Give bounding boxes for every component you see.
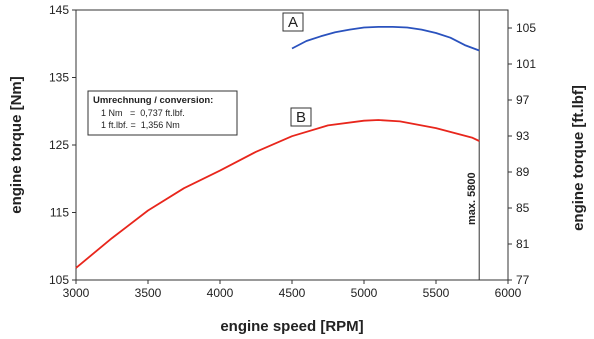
series-line-b <box>75 119 480 269</box>
y-tick-label: 115 <box>50 206 69 220</box>
y-tick-label: 105 <box>49 273 69 287</box>
series-b-label: B <box>296 109 306 126</box>
y2-tick-label: 77 <box>516 273 530 287</box>
y2-tick-label: 89 <box>516 165 530 179</box>
y-tick-label: 145 <box>49 3 69 17</box>
y2-tick-label: 101 <box>516 57 536 71</box>
y2-tick-label: 97 <box>516 93 530 107</box>
x-tick-label: 4000 <box>207 286 234 300</box>
y2-tick-label: 93 <box>516 129 530 143</box>
y2-axis-title: engine torque [ft.lbf] <box>570 85 587 231</box>
conversion-title: Umrechnung / conversion: <box>93 95 213 106</box>
series-a-label-box: A <box>282 12 304 32</box>
x-tick-label: 3500 <box>135 286 162 300</box>
y-axis-ticks: 105 115 125 135 145 <box>49 3 76 287</box>
max-rpm-label: max. 5800 <box>466 172 478 225</box>
y2-tick-label: 105 <box>516 21 536 35</box>
y-tick-label: 135 <box>49 71 69 85</box>
x-tick-label: 5500 <box>423 286 450 300</box>
x-tick-label: 6000 <box>495 286 522 300</box>
x-axis-title: engine speed [RPM] <box>220 318 363 335</box>
series-a-label: A <box>288 14 298 31</box>
x-tick-label: 5000 <box>351 286 378 300</box>
x-axis-ticks: 3000 3500 4000 4500 5000 5500 6000 <box>63 280 522 300</box>
series-layer <box>75 26 480 269</box>
conversion-line-1: 1 Nm = 0,737 ft.lbf. <box>101 108 185 118</box>
x-tick-label: 3000 <box>63 286 90 300</box>
y-axis-title: engine torque [Nm] <box>8 76 25 214</box>
series-b-label-box: B <box>290 107 312 127</box>
y2-tick-label: 85 <box>516 201 530 215</box>
y2-tick-label: 81 <box>516 237 530 251</box>
conversion-box: Umrechnung / conversion: 1 Nm = 0,737 ft… <box>87 90 238 136</box>
y-tick-label: 125 <box>49 138 69 152</box>
conversion-line-2: 1 ft.lbf. = 1,356 Nm <box>101 120 180 130</box>
x-tick-label: 4500 <box>279 286 306 300</box>
y2-axis-ticks: 77 81 85 89 93 97 101 105 <box>508 21 536 287</box>
series-line-a <box>291 26 480 52</box>
plot-frame <box>75 9 509 281</box>
